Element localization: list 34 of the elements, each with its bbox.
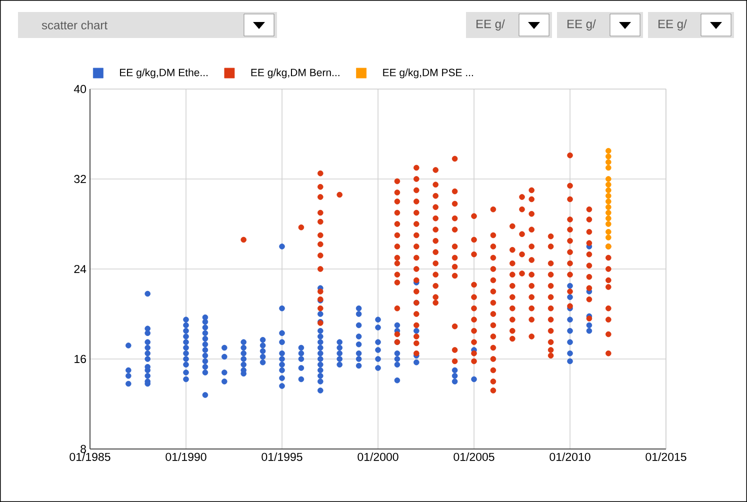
- x-tick-label: 01/2000: [358, 452, 398, 461]
- point: [606, 176, 612, 182]
- point: [606, 204, 612, 210]
- point: [606, 234, 612, 240]
- text: scatter chart: [42, 20, 108, 30]
- text: EE g/: [568, 19, 596, 31]
- point: [606, 159, 612, 166]
- legend-label: EE g/kg,DM Bern...: [251, 68, 340, 78]
- x-tick-label: 01/2005: [454, 452, 494, 461]
- point: [606, 215, 612, 222]
- y-tick-label: 40: [74, 84, 86, 94]
- y-tick-label: 32: [74, 174, 86, 184]
- y-tick-label: 24: [74, 264, 86, 274]
- x-tick-label: 01/2015: [646, 452, 686, 461]
- x-tick-label: 01/2010: [550, 452, 590, 461]
- legend-label: EE g/kg,DM Ethe...: [120, 68, 208, 78]
- point: [606, 154, 612, 160]
- legend-label: EE g/kg,DM PSE ...: [383, 68, 473, 78]
- point: [606, 187, 612, 194]
- x-tick-label: 01/1985: [70, 452, 110, 461]
- text: EE g/: [658, 19, 687, 31]
- point: [606, 221, 612, 227]
- text: EE g/: [476, 19, 505, 31]
- point: [606, 164, 612, 171]
- point: [606, 148, 612, 154]
- y-tick-label: 16: [74, 354, 86, 364]
- x-tick-label: 01/1990: [166, 452, 206, 461]
- point: [606, 198, 612, 204]
- x-tick-label: 01/1995: [262, 452, 302, 461]
- y-tick-label: 8: [80, 444, 86, 454]
- point: [606, 210, 612, 216]
- point: [606, 182, 612, 188]
- point: [606, 228, 612, 235]
- point: [606, 192, 612, 199]
